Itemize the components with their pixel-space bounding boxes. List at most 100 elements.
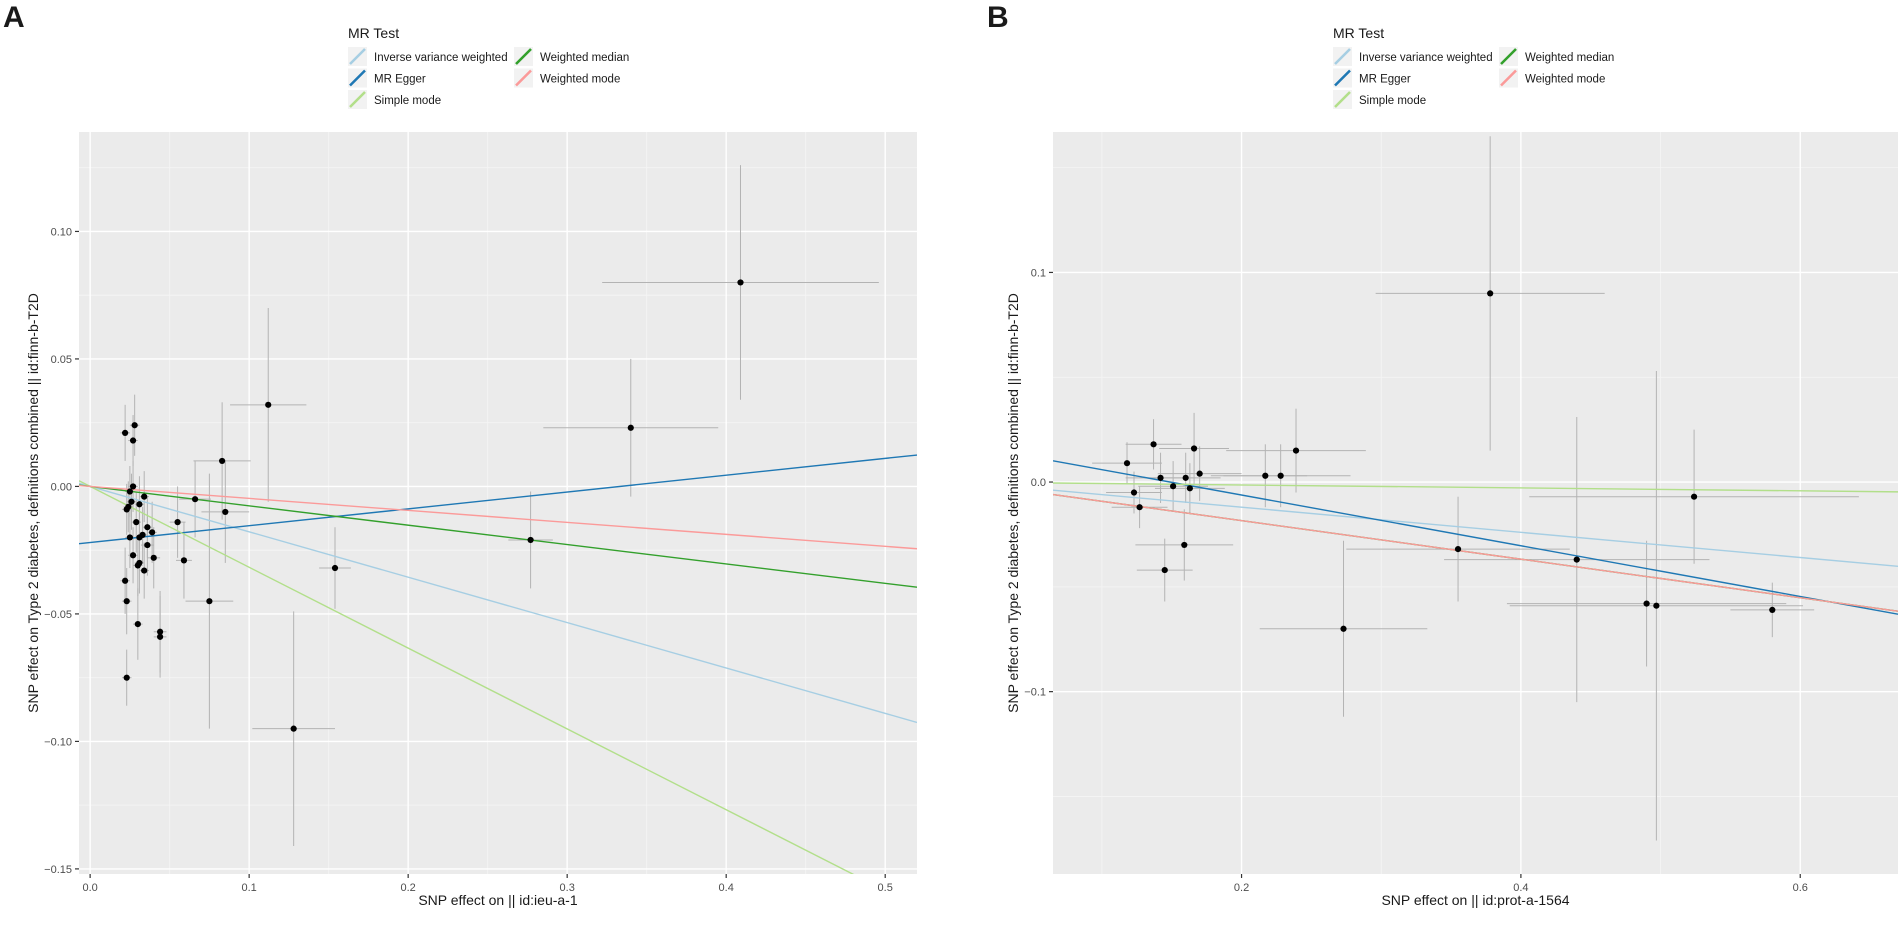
mr-line-mr-egger	[1053, 460, 1898, 615]
data-layer	[1053, 136, 1898, 841]
legend-key-line	[1334, 91, 1351, 108]
mr-line-inverse-variance-weighted	[79, 482, 917, 724]
legend: MR Test Inverse variance weighted Weighted…	[1333, 25, 1614, 109]
data-point	[737, 279, 744, 286]
mr-line-simple-mode	[1053, 482, 1898, 493]
data-point	[1769, 606, 1776, 613]
data-point	[139, 531, 146, 538]
x-tick-label: 0.6	[1793, 882, 1808, 894]
plot-background	[79, 132, 917, 874]
data-point	[191, 496, 199, 503]
legend-item: Weighted mode	[514, 68, 620, 88]
data-point	[129, 552, 137, 559]
legend-key-line	[515, 48, 532, 65]
data-point	[126, 534, 133, 541]
x-tick-label: 0.2	[401, 882, 416, 894]
legend-item: Simple mode	[1333, 90, 1426, 109]
data-point	[1277, 472, 1284, 479]
panel-b: B 0.2 0.4 0.6 −0.1 0.0 0.1 SNP effect on || id:…	[987, 1, 1898, 908]
data-point	[1161, 566, 1168, 574]
legend-title: MR Test	[348, 25, 399, 41]
data-point	[1653, 602, 1660, 609]
mr-line-weighted-median	[79, 484, 917, 588]
x-tick-label: 0.0	[82, 882, 97, 894]
y-tick-label: −0.10	[44, 736, 72, 748]
y-tick-label: 0.10	[51, 226, 72, 238]
gridlines	[79, 132, 917, 874]
data-point	[1170, 483, 1177, 490]
legend-key-line	[1334, 48, 1351, 65]
mr-line-mr-egger	[79, 454, 917, 545]
legend-key-line	[349, 69, 366, 87]
legend-key-line	[1334, 69, 1351, 87]
legend-key-line	[1500, 48, 1517, 65]
y-axis-title: SNP effect on Type 2 diabetes, definitio…	[1005, 293, 1021, 713]
legend-label: Inverse variance weighted	[1359, 52, 1493, 64]
data-point	[180, 557, 188, 564]
y-tick-label: −0.1	[1024, 687, 1046, 699]
data-layer	[79, 165, 917, 874]
legend-label: Simple mode	[1359, 95, 1426, 107]
legend-item: MR Egger	[1333, 68, 1411, 88]
legend-key-line	[515, 69, 532, 87]
x-tick-label: 0.1	[241, 882, 256, 894]
legend-item: Inverse variance weighted	[348, 47, 508, 66]
data-point	[1181, 541, 1188, 549]
legend-label: Inverse variance weighted	[374, 52, 508, 64]
x-tick-label: 0.4	[719, 882, 734, 894]
y-tick-label: 0.1	[1031, 267, 1046, 279]
data-point	[150, 554, 157, 561]
panel-letter: A	[3, 1, 25, 34]
legend-label: Simple mode	[374, 95, 441, 107]
data-point	[1136, 504, 1143, 511]
legend-label: Weighted mode	[1525, 74, 1605, 86]
y-tick-label: −0.05	[44, 609, 72, 621]
data-point	[129, 483, 137, 490]
data-point	[1190, 445, 1198, 452]
legend-title: MR Test	[1333, 25, 1384, 41]
mr-line-inverse-variance-weighted	[1053, 489, 1898, 567]
data-point	[1454, 546, 1462, 553]
data-point	[122, 429, 129, 436]
legend-label: Weighted median	[1525, 52, 1614, 64]
data-point	[1150, 441, 1157, 448]
legend-item: Weighted mode	[1499, 68, 1605, 88]
data-point	[1292, 447, 1300, 454]
data-point	[123, 506, 130, 513]
legend-label: Weighted median	[540, 52, 629, 64]
data-point	[144, 541, 151, 549]
data-point	[1130, 489, 1138, 496]
legend-item: Weighted median	[1499, 47, 1614, 66]
data-point	[122, 577, 129, 584]
legend-key-line	[349, 91, 366, 108]
data-point	[290, 725, 297, 732]
data-point	[1196, 470, 1203, 477]
x-axis-title: SNP effect on || id:prot-a-1564	[1381, 892, 1569, 908]
data-point	[136, 559, 143, 567]
legend-label: MR Egger	[1359, 74, 1411, 86]
data-point	[156, 633, 164, 640]
data-point	[1690, 493, 1698, 500]
data-point	[126, 488, 133, 495]
x-tick-label: 0.4	[1513, 882, 1528, 894]
x-axis-title: SNP effect on || id:ieu-a-1	[418, 892, 578, 908]
x-tick-label: 0.2	[1234, 882, 1249, 894]
mr-line-weighted-mode	[79, 484, 917, 550]
data-point	[1182, 474, 1189, 481]
x-tick-label: 0.3	[560, 882, 575, 894]
data-point	[141, 493, 148, 500]
legend-key-line	[349, 48, 366, 65]
data-point	[134, 621, 141, 628]
y-tick-label: 0.0	[1031, 477, 1046, 489]
data-point	[1262, 472, 1269, 479]
y-tick-label: 0.05	[51, 354, 72, 366]
data-point	[222, 508, 229, 516]
data-point	[129, 437, 137, 444]
legend: MR Test Inverse variance weighted Weighted…	[348, 25, 629, 109]
data-point	[131, 422, 138, 429]
mr-line-weighted-mode	[1053, 493, 1898, 612]
legend-item: MR Egger	[348, 68, 426, 88]
legend-label: MR Egger	[374, 74, 426, 86]
plot-background	[1053, 132, 1898, 874]
